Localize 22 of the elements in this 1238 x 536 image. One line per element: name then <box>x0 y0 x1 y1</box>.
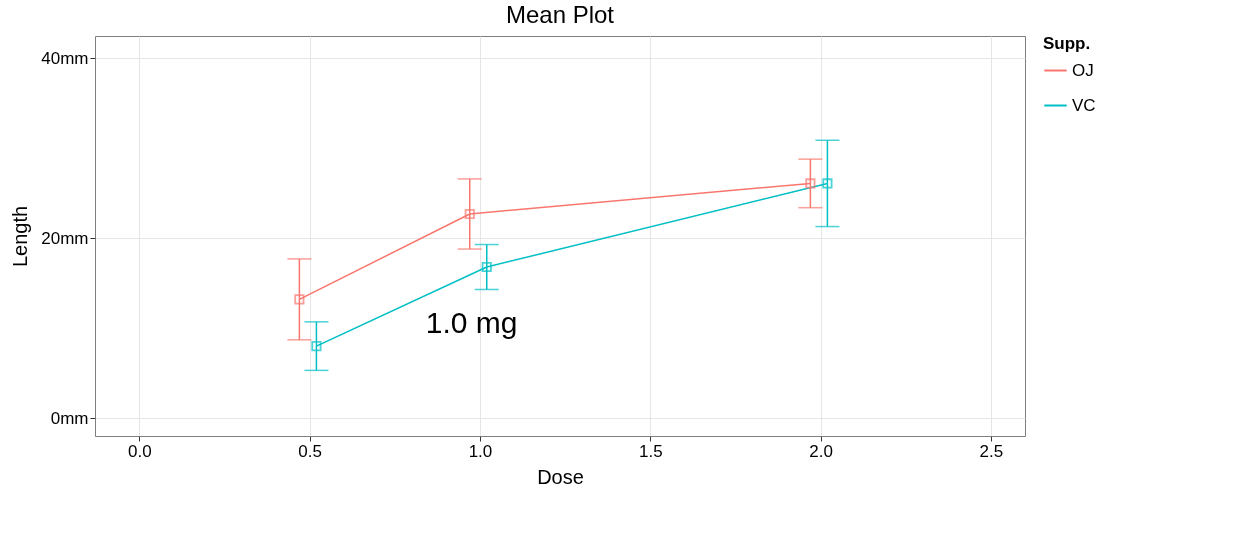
point <box>481 261 492 273</box>
x-axis-title: Dose <box>537 465 584 488</box>
y-tick-label: 40mm <box>41 48 89 68</box>
point <box>294 294 305 305</box>
x-tick-label: 0.5 <box>298 441 322 461</box>
y-tick-label: 20mm <box>41 228 89 248</box>
x-tick-label: 1.5 <box>638 441 663 461</box>
point <box>822 178 833 189</box>
chart-title: Mean Plot <box>505 1 615 28</box>
legend-label: VC <box>1072 95 1096 115</box>
annotation: 1.0 mg <box>425 306 518 339</box>
point <box>311 341 322 352</box>
legend-title: Supp. <box>1043 34 1091 53</box>
y-axis-title: Length <box>9 205 32 268</box>
x-tick-label: 2.5 <box>979 441 1004 461</box>
legend-label: OJ <box>1072 60 1094 80</box>
y-tick-label: 0mm <box>50 408 89 428</box>
x-tick-label: 2.0 <box>809 441 833 461</box>
x-tick-label: 1.0 <box>468 441 493 461</box>
point <box>805 178 816 189</box>
point <box>464 208 475 220</box>
x-tick-label: 0.0 <box>127 441 152 461</box>
